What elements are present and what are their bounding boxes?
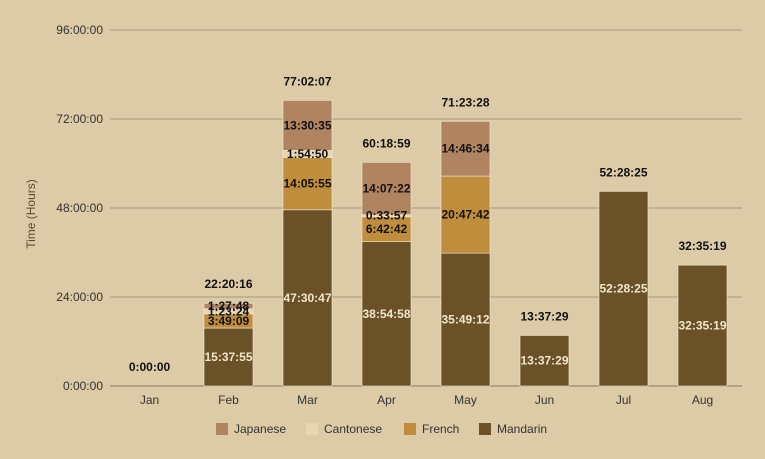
data-label-cantonese: 0:33:57: [366, 209, 408, 223]
data-label-french: 14:05:55: [283, 177, 331, 191]
bar-segment-french: [282, 157, 333, 211]
y-tick-label: 0:00:00: [63, 379, 103, 393]
total-label: 0:00:00: [129, 360, 171, 374]
bar-segment-french: [440, 175, 491, 254]
y-tick-label: 96:00:00: [56, 23, 103, 37]
data-label-mandarin: 13:37:29: [520, 354, 568, 368]
bar-segment-mandarin: [519, 335, 570, 387]
y-axis-ticks: 0:00:00 24:00:00 48:00:00 72:00:00 96:00:00: [56, 23, 103, 393]
legend-label: Japanese: [234, 422, 286, 436]
bar-segment-japanese: [282, 100, 333, 151]
x-tick-label: Jun: [535, 393, 554, 407]
data-label-cantonese: 1:54:50: [287, 147, 329, 161]
legend: Japanese Cantonese French Mandarin: [216, 422, 547, 436]
x-tick-label: May: [454, 393, 477, 407]
total-label: 52:28:25: [599, 165, 647, 179]
total-label: 60:18:59: [362, 136, 410, 150]
bar-segment-japanese: [203, 302, 254, 310]
total-label: 77:02:07: [283, 74, 331, 88]
bar-segment-japanese: [440, 120, 491, 177]
bar-segment-japanese: [361, 162, 412, 215]
data-label-japanese: 1:27:48: [208, 299, 250, 313]
bars: 0:00:00 15:37:55 3:49:091:23:241:27:48 22:2…: [129, 74, 728, 387]
legend-label: French: [422, 422, 459, 436]
data-label-japanese: 14:46:34: [441, 142, 489, 156]
legend-swatch: [479, 423, 491, 435]
bar-segment-mandarin: [440, 252, 491, 387]
bar-segment-french: [361, 216, 412, 242]
y-axis-title: Time (Hours): [24, 179, 38, 249]
data-label-mandarin: 35:49:12: [441, 313, 489, 327]
data-label-japanese: 14:07:22: [362, 182, 410, 196]
data-label-cantonese: 1:23:24: [208, 304, 250, 318]
x-tick-label: Aug: [692, 393, 713, 407]
x-tick-label: Mar: [297, 393, 318, 407]
data-label-french: 20:47:42: [441, 208, 489, 222]
data-label-mandarin: 32:35:19: [678, 319, 726, 333]
legend-label: Cantonese: [324, 422, 382, 436]
total-label: 13:37:29: [520, 309, 568, 323]
bar-segment-mandarin: [203, 327, 254, 387]
x-tick-label: Feb: [218, 393, 239, 407]
legend-label: Mandarin: [497, 422, 547, 436]
x-tick-label: Jan: [140, 393, 159, 407]
data-label-mandarin: 38:54:58: [362, 307, 410, 321]
x-tick-label: Apr: [377, 393, 396, 407]
legend-swatch: [306, 423, 318, 435]
y-tick-label: 48:00:00: [56, 201, 103, 215]
data-label-japanese: 13:30:35: [283, 118, 331, 132]
total-label: 71:23:28: [441, 95, 489, 109]
total-label: 22:20:16: [204, 277, 252, 291]
legend-swatch: [216, 423, 228, 435]
bar-segment-mandarin: [361, 241, 412, 387]
legend-swatch: [404, 423, 416, 435]
data-label-french: 6:42:42: [366, 222, 408, 236]
data-label-mandarin: 52:28:25: [599, 282, 647, 296]
data-label-mandarin: 15:37:55: [204, 350, 252, 364]
x-tick-label: Jul: [616, 393, 631, 407]
data-label-french: 3:49:09: [208, 314, 250, 328]
y-tick-label: 24:00:00: [56, 290, 103, 304]
bar-segment-mandarin: [677, 264, 728, 387]
total-label: 32:35:19: [678, 239, 726, 253]
y-tick-label: 72:00:00: [56, 112, 103, 126]
data-label-mandarin: 47:30:47: [283, 291, 331, 305]
x-axis-ticks: Jan Feb Mar Apr May Jun Jul Aug: [140, 393, 713, 407]
bar-segment-mandarin: [598, 191, 649, 387]
